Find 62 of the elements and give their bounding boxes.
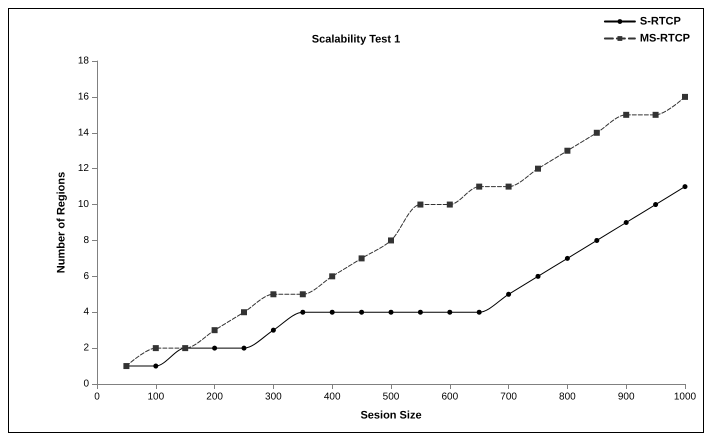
y-tick-label: 2 xyxy=(83,342,90,354)
x-tick-label: 500 xyxy=(382,392,400,402)
point xyxy=(564,148,570,154)
y-axis-title: Number of Regions xyxy=(55,172,68,274)
point xyxy=(594,130,600,136)
y-tick-label: 6 xyxy=(83,270,90,282)
x-tick-label: 400 xyxy=(324,392,341,402)
y-tick-label: 14 xyxy=(78,127,90,138)
point xyxy=(418,310,423,315)
point xyxy=(153,364,158,369)
point xyxy=(447,310,452,315)
point xyxy=(388,310,394,315)
legend-label: MS-RTCP xyxy=(640,32,690,44)
point xyxy=(536,274,540,279)
point xyxy=(682,184,688,190)
x-tick-label: 200 xyxy=(206,392,224,402)
point xyxy=(300,310,306,315)
point xyxy=(330,310,335,315)
y-tick-label: 10 xyxy=(78,199,90,210)
point xyxy=(624,220,629,225)
point xyxy=(300,291,306,298)
x-tick-label: 1000 xyxy=(674,392,697,402)
point xyxy=(506,292,512,297)
x-tick-label: 600 xyxy=(441,392,459,402)
legend-label: S-RTCP xyxy=(640,16,681,28)
x-tick-label: 700 xyxy=(500,392,518,402)
point xyxy=(417,202,424,208)
point xyxy=(652,112,659,118)
y-tick-label: 8 xyxy=(83,234,90,246)
point xyxy=(152,345,159,352)
point xyxy=(212,327,218,334)
point xyxy=(682,94,688,100)
point xyxy=(446,202,453,208)
point xyxy=(653,202,658,208)
point xyxy=(388,237,394,244)
x-tick-label: 300 xyxy=(265,392,282,402)
chart-title: Scalability Test 1 xyxy=(312,34,400,46)
y-tick-label: 4 xyxy=(83,306,90,318)
x-tick-label: 900 xyxy=(618,392,635,402)
x-tick-label: 0 xyxy=(94,392,100,402)
point xyxy=(564,256,570,261)
point xyxy=(476,310,482,315)
x-tick-label: 800 xyxy=(559,392,576,402)
point xyxy=(594,238,600,243)
point xyxy=(270,328,276,333)
y-tick-label: 18 xyxy=(78,56,90,66)
point xyxy=(506,184,512,190)
x-axis-title: Sesion Size xyxy=(360,410,422,422)
point xyxy=(476,184,482,190)
point xyxy=(358,255,365,262)
y-tick-label: 12 xyxy=(78,163,90,174)
point xyxy=(270,291,276,298)
point xyxy=(535,166,541,172)
point xyxy=(241,309,247,316)
point xyxy=(329,273,336,280)
point xyxy=(212,346,218,351)
point xyxy=(623,112,630,118)
x-tick-label: 100 xyxy=(147,392,165,402)
point xyxy=(242,346,246,351)
point xyxy=(359,310,364,315)
y-tick-label: 16 xyxy=(78,91,90,102)
y-tick-label: 0 xyxy=(83,378,90,390)
